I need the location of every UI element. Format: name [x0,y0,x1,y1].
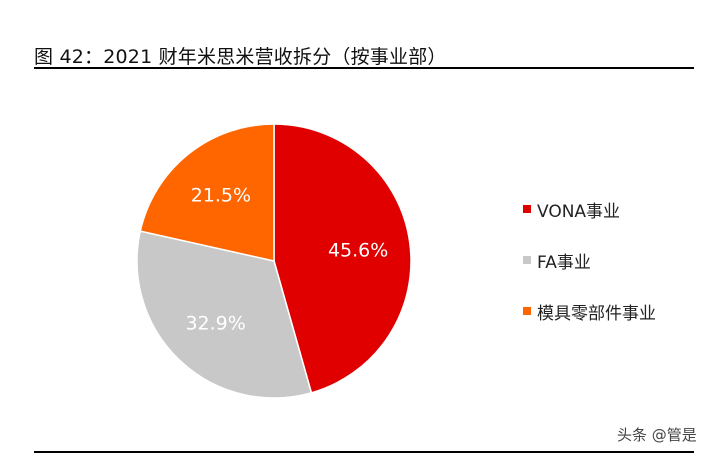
legend-swatch-vona [523,205,531,213]
title-divider [34,67,694,69]
chart-legend: VONA事业 FA事业 模具零部件事业 [523,196,656,349]
legend-swatch-mold [523,307,531,315]
legend-swatch-fa [523,256,531,264]
legend-label: 模具零部件事业 [537,303,656,324]
legend-label: VONA事业 [537,201,621,222]
legend-item-vona: VONA事业 [523,196,656,222]
slice-value-label: 32.9% [185,313,245,335]
legend-item-mold: 模具零部件事业 [523,298,656,324]
pie-slice-mold [139,123,275,262]
slice-value-label: 21.5% [191,185,251,207]
legend-label: FA事业 [537,252,591,273]
legend-item-fa: FA事业 [523,247,656,273]
slice-value-label: 45.6% [328,239,388,261]
bottom-divider [34,451,694,453]
figure-title: 图 42：2021 财年米思米营收拆分（按事业部） [34,46,447,68]
pie-slice-vona [273,123,412,394]
watermark: 头条 @管是 [617,426,697,444]
pie-slice-fa [136,230,313,399]
